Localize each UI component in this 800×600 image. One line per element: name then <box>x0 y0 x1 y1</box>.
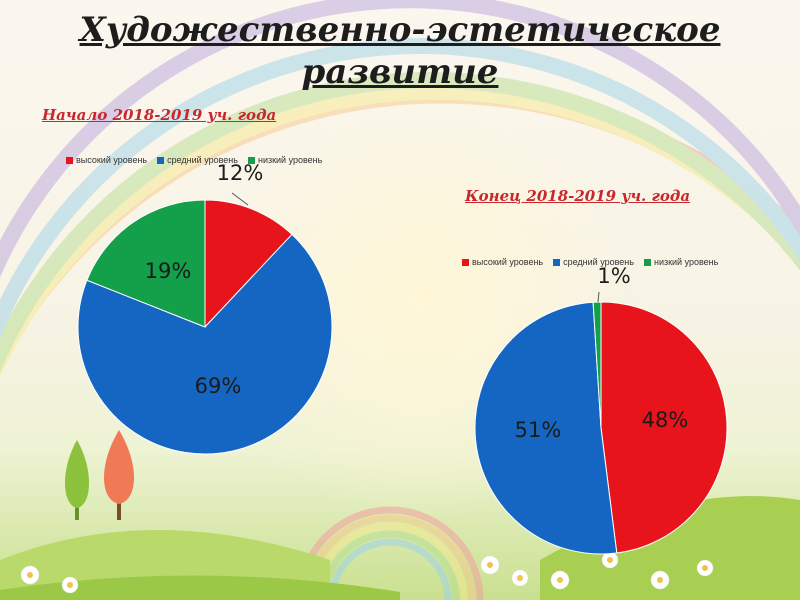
tree-red-icon <box>103 430 135 520</box>
legend-item-high: высокий уровень <box>462 257 543 267</box>
chart-2-title: Конец 2018-2019 уч. года <box>465 187 691 205</box>
legend-item-low: низкий уровень <box>643 257 718 267</box>
legend-item-low: низкий уровень <box>247 155 322 165</box>
legend-item-mid: средний уровень <box>157 155 238 165</box>
chart-1-legend: высокий уровень средний уровень низкий у… <box>66 155 322 165</box>
legend-item-high: высокий уровень <box>66 155 147 165</box>
chart-1-title: Начало 2018-2019 уч. года <box>42 106 277 124</box>
page-title-line-2: развитие <box>301 52 499 92</box>
page-title-line-1: Художественно-эстетическое <box>79 10 721 50</box>
tree-green-icon <box>64 440 90 520</box>
chart-2-legend: высокий уровень средний уровень низкий у… <box>462 257 718 267</box>
legend-item-mid: средний уровень <box>553 257 634 267</box>
